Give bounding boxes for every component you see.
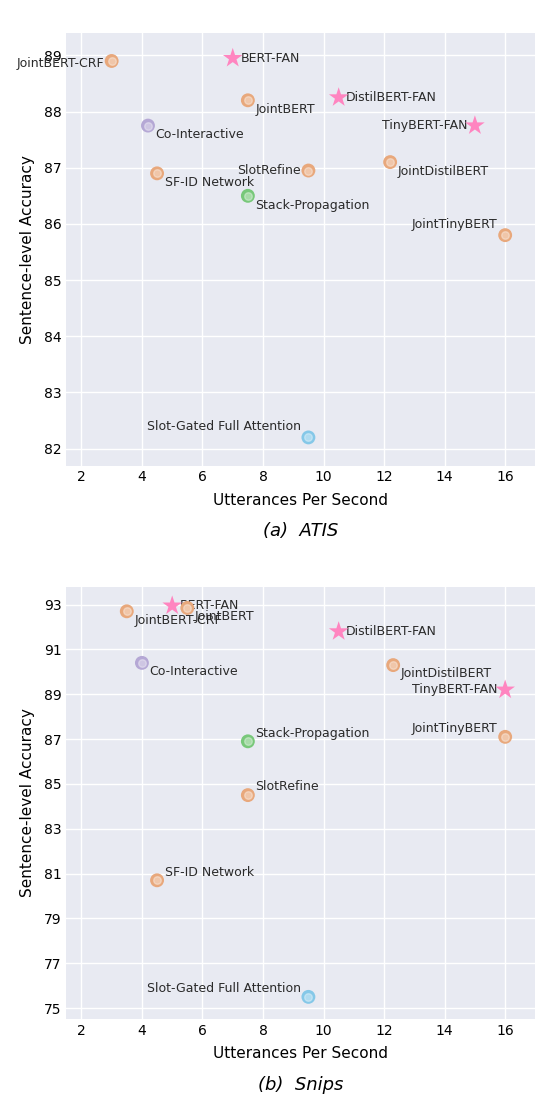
Text: JointBERT-CRF: JointBERT-CRF bbox=[134, 614, 222, 627]
Point bbox=[304, 989, 313, 1006]
Text: JointTinyBERT: JointTinyBERT bbox=[412, 722, 497, 735]
Point bbox=[123, 603, 131, 620]
Point bbox=[243, 786, 252, 803]
Text: TinyBERT-FAN: TinyBERT-FAN bbox=[382, 119, 468, 133]
Point bbox=[243, 187, 252, 205]
Text: JointBERT: JointBERT bbox=[256, 103, 315, 116]
Text: SF-ID Network: SF-ID Network bbox=[164, 866, 254, 879]
Point bbox=[153, 164, 162, 182]
Point bbox=[183, 600, 192, 617]
Text: TinyBERT-FAN: TinyBERT-FAN bbox=[412, 683, 497, 696]
Y-axis label: Sentence-level Accuracy: Sentence-level Accuracy bbox=[20, 155, 35, 344]
Point bbox=[389, 657, 397, 674]
Point bbox=[153, 871, 162, 889]
Point bbox=[137, 654, 146, 672]
Text: Slot-Gated Full Attention: Slot-Gated Full Attention bbox=[147, 982, 301, 995]
Text: Stack-Propagation: Stack-Propagation bbox=[256, 198, 370, 212]
Point bbox=[501, 728, 509, 745]
Point bbox=[107, 53, 116, 70]
Point bbox=[386, 153, 395, 171]
Text: JointBERT: JointBERT bbox=[195, 610, 254, 624]
Point bbox=[229, 49, 237, 67]
Point bbox=[243, 786, 252, 803]
Text: SlotRefine: SlotRefine bbox=[256, 780, 319, 794]
Text: (b)  Snips: (b) Snips bbox=[258, 1075, 343, 1094]
Text: Stack-Propagation: Stack-Propagation bbox=[256, 727, 370, 740]
Point bbox=[183, 600, 192, 617]
Text: JointDistilBERT: JointDistilBERT bbox=[401, 667, 492, 681]
Text: JointTinyBERT: JointTinyBERT bbox=[412, 218, 497, 230]
Point bbox=[144, 117, 152, 135]
Text: DistilBERT-FAN: DistilBERT-FAN bbox=[346, 625, 437, 638]
Text: JointBERT-CRF: JointBERT-CRF bbox=[17, 57, 104, 70]
Y-axis label: Sentence-level Accuracy: Sentence-level Accuracy bbox=[20, 708, 35, 898]
Point bbox=[243, 92, 252, 110]
Point bbox=[153, 164, 162, 182]
Point bbox=[304, 162, 313, 180]
Text: Co-Interactive: Co-Interactive bbox=[156, 128, 244, 141]
Point bbox=[107, 53, 116, 70]
Text: DistilBERT-FAN: DistilBERT-FAN bbox=[346, 91, 437, 104]
X-axis label: Utterances Per Second: Utterances Per Second bbox=[213, 493, 389, 507]
Point bbox=[501, 227, 509, 244]
Text: BERT-FAN: BERT-FAN bbox=[240, 52, 300, 65]
Point bbox=[470, 117, 479, 135]
Point bbox=[243, 732, 252, 750]
Point bbox=[335, 89, 343, 106]
Text: Co-Interactive: Co-Interactive bbox=[150, 665, 238, 678]
Point bbox=[501, 227, 509, 244]
Point bbox=[243, 187, 252, 205]
Point bbox=[389, 657, 397, 674]
Text: BERT-FAN: BERT-FAN bbox=[180, 600, 239, 613]
Text: (a)  ATIS: (a) ATIS bbox=[263, 522, 338, 539]
Point bbox=[153, 871, 162, 889]
Text: SlotRefine: SlotRefine bbox=[237, 164, 301, 178]
Point bbox=[501, 728, 509, 745]
Point bbox=[335, 623, 343, 640]
Point bbox=[144, 117, 152, 135]
Point bbox=[501, 681, 509, 698]
Point bbox=[123, 603, 131, 620]
Point bbox=[386, 153, 395, 171]
Text: JointDistilBERT: JointDistilBERT bbox=[397, 164, 489, 178]
X-axis label: Utterances Per Second: Utterances Per Second bbox=[213, 1047, 389, 1061]
Text: SF-ID Network: SF-ID Network bbox=[164, 176, 254, 190]
Point bbox=[243, 732, 252, 750]
Text: Slot-Gated Full Attention: Slot-Gated Full Attention bbox=[147, 420, 301, 433]
Point bbox=[304, 162, 313, 180]
Point bbox=[243, 92, 252, 110]
Point bbox=[304, 429, 313, 446]
Point bbox=[304, 429, 313, 446]
Point bbox=[304, 989, 313, 1006]
Point bbox=[137, 654, 146, 672]
Point bbox=[168, 597, 177, 615]
